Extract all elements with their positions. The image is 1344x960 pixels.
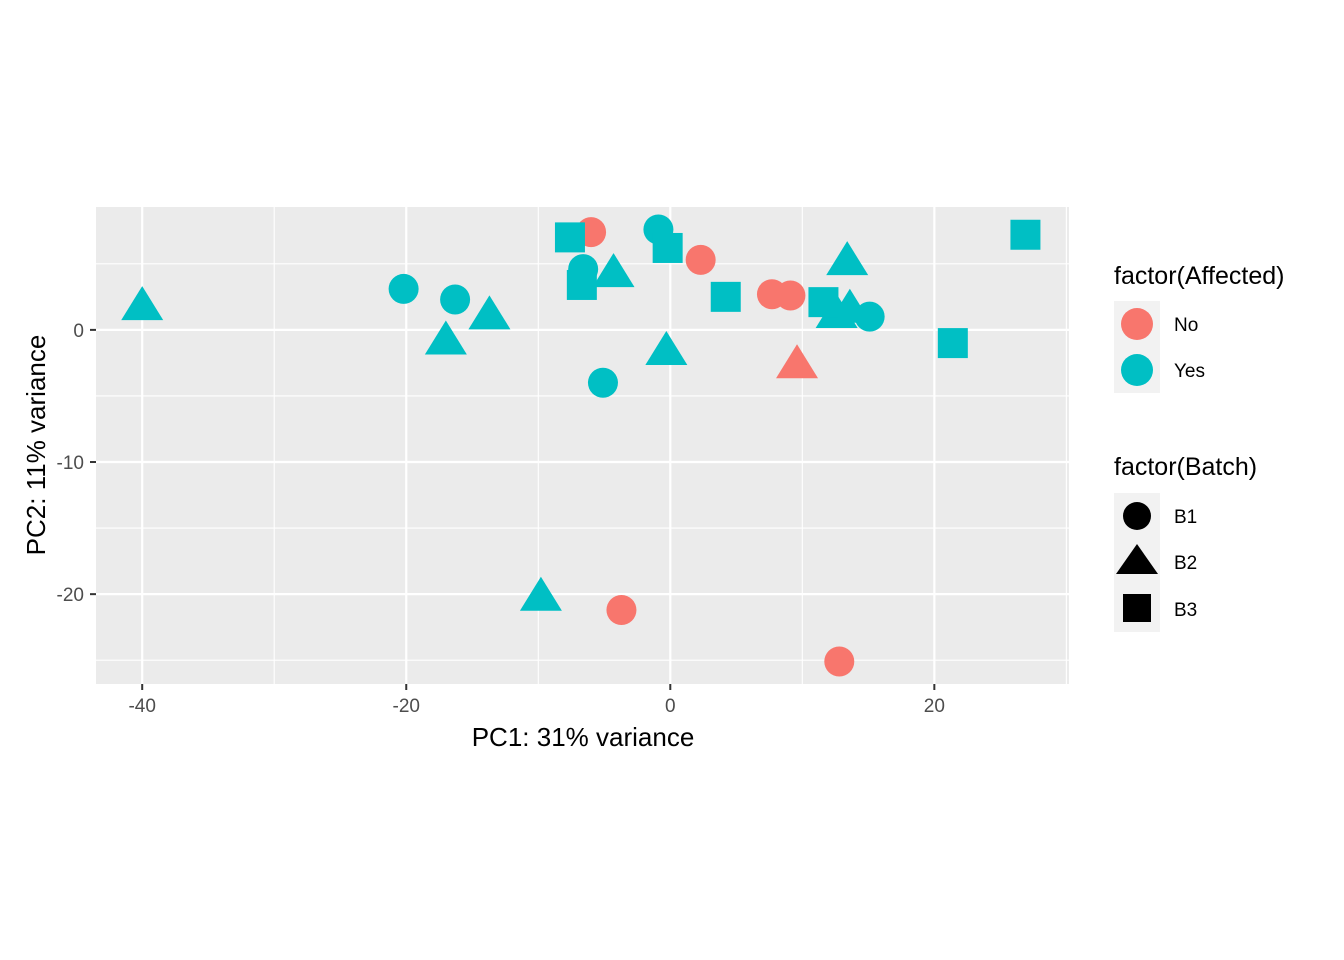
point-no-b1 bbox=[824, 646, 855, 677]
x-axis-ticks: -40 -20 0 20 bbox=[128, 684, 945, 717]
legend-affected-title: factor(Affected) bbox=[1114, 262, 1284, 290]
point-yes-b3 bbox=[566, 269, 597, 300]
legend-label-yes: Yes bbox=[1174, 361, 1205, 382]
x-tick-label: 0 bbox=[665, 696, 676, 717]
data-points bbox=[121, 214, 1041, 677]
point-yes-b3 bbox=[937, 328, 968, 359]
legend-label-b3: B3 bbox=[1174, 600, 1197, 621]
point-yes-b3 bbox=[1010, 219, 1041, 250]
legend-key-no bbox=[1121, 308, 1153, 340]
point-yes-b1 bbox=[440, 284, 471, 315]
legend-batch-title: factor(Batch) bbox=[1114, 453, 1257, 481]
x-tick-label: 20 bbox=[924, 696, 945, 717]
legend-key-yes bbox=[1121, 354, 1153, 386]
legend-label-b2: B2 bbox=[1174, 553, 1197, 574]
point-yes-b2 bbox=[468, 295, 511, 330]
y-tick-label: 0 bbox=[73, 321, 84, 342]
legend-label-no: No bbox=[1174, 315, 1198, 336]
y-tick-label: -10 bbox=[57, 453, 84, 474]
point-no-b1 bbox=[775, 280, 806, 311]
point-yes-b3 bbox=[808, 287, 839, 318]
legend-key-b3 bbox=[1123, 594, 1151, 622]
legend-label-b1: B1 bbox=[1174, 507, 1197, 528]
x-axis-title: PC1: 31% variance bbox=[472, 722, 695, 752]
legend-affected: factor(Affected) No Yes bbox=[1114, 262, 1284, 393]
point-yes-b3 bbox=[554, 222, 585, 253]
point-no-b1 bbox=[685, 244, 716, 275]
point-yes-b2 bbox=[424, 320, 467, 355]
point-yes-b2 bbox=[826, 241, 869, 276]
point-yes-b1 bbox=[388, 273, 419, 304]
point-yes-b2 bbox=[592, 253, 635, 288]
point-yes-b2 bbox=[121, 286, 164, 321]
point-yes-b3 bbox=[652, 232, 683, 263]
y-axis-ticks: 0 -10 -20 bbox=[57, 321, 96, 606]
x-tick-label: -40 bbox=[128, 696, 155, 717]
legend-key-b1 bbox=[1123, 502, 1151, 530]
legend-batch: factor(Batch) B1 B2 B3 bbox=[1114, 453, 1257, 632]
point-yes-b2 bbox=[828, 288, 871, 323]
point-no-b1 bbox=[606, 595, 637, 626]
x-tick-label: -20 bbox=[393, 696, 420, 717]
y-axis-title: PC2: 11% variance bbox=[21, 335, 51, 556]
point-yes-b2 bbox=[519, 576, 562, 611]
point-no-b2 bbox=[776, 344, 819, 379]
point-yes-b2 bbox=[645, 331, 688, 366]
point-yes-b3 bbox=[710, 281, 741, 312]
point-yes-b1 bbox=[587, 367, 618, 398]
y-tick-label: -20 bbox=[57, 585, 84, 606]
legend-key-b2 bbox=[1116, 544, 1158, 574]
